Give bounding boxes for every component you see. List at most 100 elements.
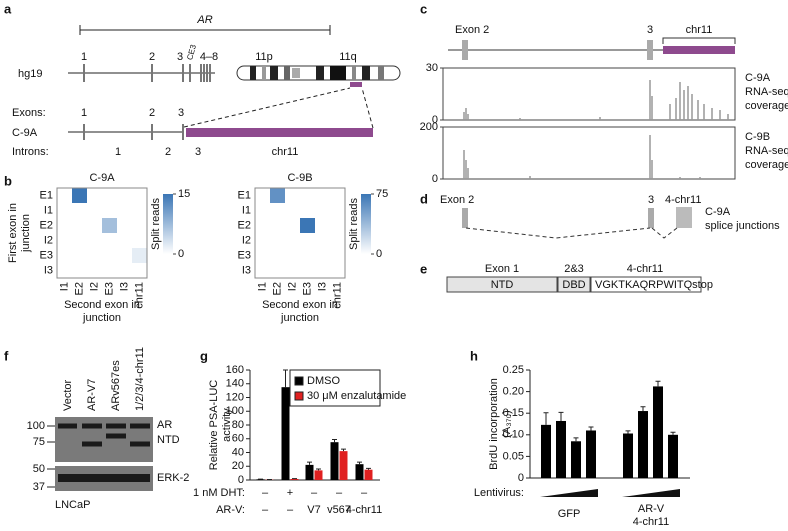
x-tick-label: 4-chr11 (346, 504, 382, 516)
exon-label: 3 (647, 24, 653, 36)
heat-cell (57, 263, 72, 278)
gene-label: AR (196, 14, 212, 26)
heat-cell (285, 203, 300, 218)
colorbar-label: Split reads (150, 198, 162, 250)
heat-cell (87, 248, 102, 263)
blot-bands (82, 433, 150, 447)
dose-wedge (540, 489, 598, 497)
heat-cell (300, 233, 315, 248)
x-tick-label: V7 (307, 504, 320, 516)
heat-frame (56, 187, 148, 279)
error-bar (670, 431, 676, 435)
y-tick-label: 0.25 (503, 364, 524, 376)
heat-cell (330, 218, 345, 233)
exon (676, 207, 692, 228)
lane-label: ARv567es (110, 360, 122, 411)
heat-cell (255, 233, 270, 248)
x-tick-label: – (262, 487, 269, 499)
panel-c: Exon 2 3 chr11 (442, 24, 736, 180)
exon-label: 3 (177, 51, 183, 63)
exon (647, 40, 653, 60)
track-frame (442, 67, 736, 121)
exon (462, 208, 468, 228)
row-label: I3 (44, 264, 53, 276)
row-label: AR-V: (216, 504, 245, 516)
marker-label: 50 (33, 463, 45, 475)
error-bar (307, 461, 312, 465)
heat-cell (72, 203, 87, 218)
bar (556, 420, 566, 478)
row-label: E2 (40, 219, 53, 231)
col-label: chr11 (331, 282, 343, 309)
exon-label: 2 (149, 107, 155, 119)
y-tick-label: 0.05 (503, 450, 524, 462)
x-tick-label: – (336, 487, 343, 499)
exon-label: 3 (178, 107, 184, 119)
y-tick-label: 140 (226, 378, 244, 390)
col-label: E3 (301, 282, 313, 295)
heat-cell (285, 233, 300, 248)
panel-label: a (4, 1, 12, 16)
row-label: E1 (238, 189, 251, 201)
col-label: I1 (58, 282, 70, 291)
heat-cell (315, 203, 330, 218)
x-tick-label: v567 (327, 504, 351, 516)
panel-label: g (200, 348, 208, 363)
heat-cell (315, 188, 330, 203)
bar (638, 411, 648, 478)
bar (668, 434, 678, 478)
heat-cell (132, 248, 147, 263)
legend-label: DMSO (307, 375, 340, 387)
intron-label: 3 (195, 146, 201, 158)
heat-cell (330, 233, 345, 248)
error-bar (332, 438, 337, 443)
heat-cell (117, 218, 132, 233)
heat-cell (72, 233, 87, 248)
heat-cell (102, 263, 117, 278)
heat-cell (255, 218, 270, 233)
col-label: I3 (118, 282, 130, 291)
heat-cell (300, 218, 315, 233)
panel-label: d (420, 191, 428, 206)
heat-cell (300, 248, 315, 263)
zoom-lines (183, 87, 374, 129)
arm-label: 11q (339, 51, 357, 63)
track-label: C-9B (745, 131, 770, 143)
heat-cell (102, 188, 117, 203)
isoform-label: C-9A (12, 127, 38, 139)
segment-header: 4-chr11 (627, 263, 663, 275)
panel-label: h (470, 348, 478, 363)
y-tick-label: 160 (226, 364, 244, 376)
domain-label: VGKTKAQRPWITQstop (595, 279, 713, 291)
bar (571, 441, 581, 478)
heat-cell (57, 233, 72, 248)
x-axis-label: junction (82, 312, 121, 324)
y-tick-label: 0 (518, 472, 524, 484)
y-tick-label: 0.10 (503, 429, 524, 441)
heat-cell (72, 218, 87, 233)
y-axis-label: BrdU incorporation (488, 378, 500, 470)
heatmap-title: C-9B (287, 172, 312, 184)
bar (623, 433, 633, 478)
bar (290, 478, 299, 480)
heat-cell (72, 263, 87, 278)
band-label: AR (157, 419, 172, 431)
exon-label: 1 (81, 51, 87, 63)
error-bar (573, 437, 579, 442)
legend-swatch (294, 376, 304, 386)
segment-header: Exon 1 (485, 263, 519, 275)
exon (462, 40, 468, 60)
error-bar (341, 448, 346, 452)
genome-label: hg19 (18, 68, 42, 80)
col-label: I2 (286, 282, 298, 291)
track-label: coverage (745, 159, 788, 171)
y-tick-label: 0.15 (503, 407, 524, 419)
heat-cell (255, 188, 270, 203)
heat-cell (300, 188, 315, 203)
error-bar (655, 380, 661, 387)
exon-label: 2 (149, 51, 155, 63)
heat-cell (57, 203, 72, 218)
panel-f: Vector AR-V7 ARv567es 1/2/3/4-chr11 100 … (27, 347, 190, 511)
exon-label: 1 (81, 107, 87, 119)
heat-cell (87, 263, 102, 278)
